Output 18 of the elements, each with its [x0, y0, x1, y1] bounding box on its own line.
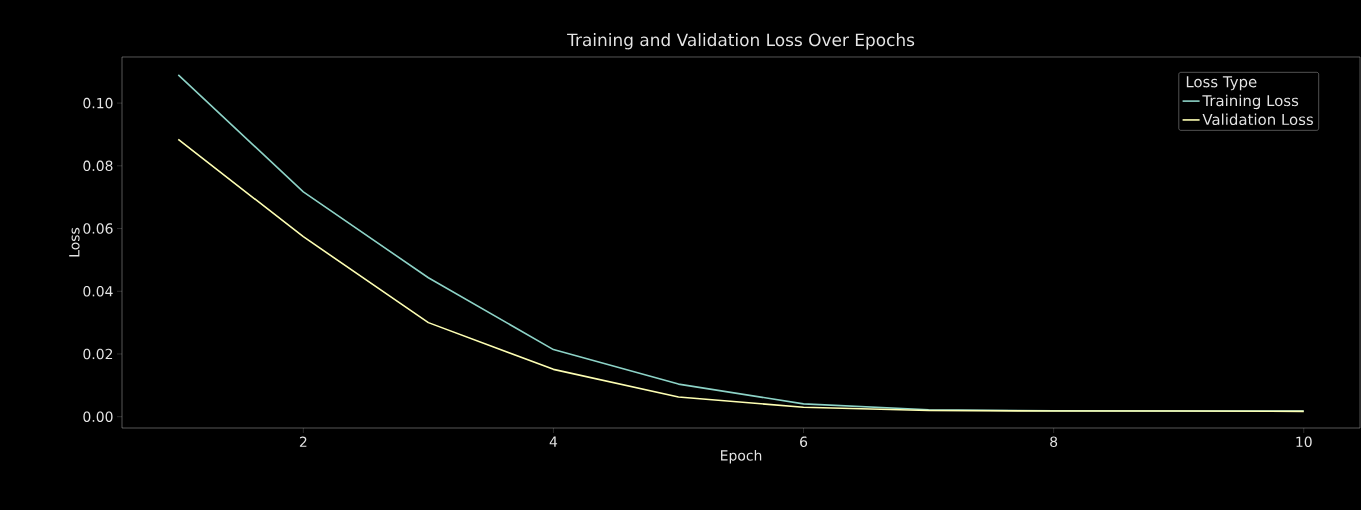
chart-title: Training and Validation Loss Over Epochs — [567, 33, 915, 50]
line-series — [177, 138, 1305, 413]
x-tick-label: 2 — [299, 436, 307, 447]
y-tick-label: 0.02 — [83, 348, 113, 360]
x-tick-label: 8 — [1050, 436, 1058, 448]
x-tick-label: 4 — [549, 436, 558, 447]
y-tick-label: 0.10 — [83, 97, 113, 109]
y-tick-label: 0.00 — [83, 411, 113, 422]
legend-label: Training Loss — [1202, 94, 1299, 110]
y-tick-label: 0.04 — [83, 285, 113, 297]
legend-label: Validation Loss — [1202, 113, 1313, 126]
x-tick-label: 10 — [1296, 436, 1312, 448]
y-tick-label: 0.08 — [83, 160, 113, 172]
x-axis-title: Epoch — [721, 449, 762, 464]
y-axis-title: Loss — [69, 227, 80, 257]
legend-title: Loss Type — [1186, 76, 1257, 91]
y-tick-label: 0.06 — [83, 223, 113, 234]
x-tick-label: 6 — [800, 436, 808, 448]
